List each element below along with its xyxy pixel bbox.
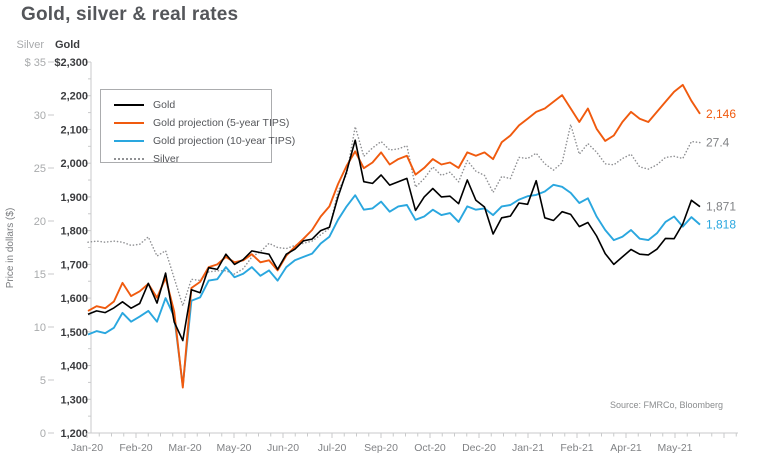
chart-legend: Gold Gold projection (5-year TIPS) Gold pr…	[100, 89, 295, 166]
legend-line-swatch	[114, 139, 144, 142]
silver-axis-label: 15	[34, 269, 46, 281]
legend-item: Gold	[114, 97, 271, 112]
silver-axis-header: Silver	[16, 39, 44, 51]
x-axis-label: May-20	[216, 442, 251, 454]
gold-axis-label: 1,400	[60, 361, 88, 373]
gold-axis-header: Gold	[55, 39, 80, 51]
series-end-label: 1,818	[706, 218, 736, 232]
x-axis-label: Jul-20	[318, 442, 347, 454]
x-axis-label: Sep-20	[364, 442, 398, 454]
gold-axis-label: 2,100	[60, 124, 88, 136]
x-axis-label: Dec-20	[462, 442, 496, 454]
silver-axis-label: 30	[34, 110, 46, 122]
x-axis-label: Jan-21	[512, 442, 544, 454]
legend-line-swatch	[114, 121, 144, 124]
silver-axis-label: 5	[40, 375, 46, 387]
legend-label: Silver	[153, 152, 180, 165]
gold-axis-label: 1,900	[60, 192, 88, 204]
x-axis-label: May-21	[657, 442, 692, 454]
legend-item: Gold projection (5-year TIPS)	[114, 115, 289, 130]
legend-item: Gold projection (10-year TIPS)	[114, 133, 295, 148]
x-axis-label: Jan-20	[71, 442, 103, 454]
gold-axis-label: 1,600	[60, 293, 88, 305]
x-axis-label: Oct-20	[414, 442, 446, 454]
x-axis-label: Mar-20	[168, 442, 201, 454]
x-axis-label: Feb-20	[119, 442, 152, 454]
y-axis-title: Price in dollars ($)	[5, 208, 16, 289]
x-axis-label: Apr-21	[610, 442, 642, 454]
gold-axis-label: 1,500	[60, 327, 88, 339]
series-line-silver	[87, 123, 701, 307]
legend-label: Gold	[153, 98, 176, 111]
legend-label: Gold projection (10-year TIPS)	[153, 134, 296, 147]
gold-axis-label: $2,300	[54, 57, 88, 69]
legend-line-swatch	[114, 103, 144, 106]
chart-title: Gold, silver & real rates	[21, 4, 239, 25]
series-end-label: 1,871	[706, 200, 736, 214]
silver-axis-label: 10	[34, 322, 46, 334]
legend-label: Gold projection (5-year TIPS)	[153, 116, 290, 129]
source-note: Source: FMRCo, Bloomberg	[609, 400, 723, 410]
series-end-label: 27.4	[706, 136, 730, 150]
gold-axis-label: 1,700	[60, 259, 88, 271]
series-line-gold-5y-tips	[87, 83, 701, 389]
legend-item: Silver	[114, 151, 271, 166]
gold-axis-label: 1,300	[60, 394, 88, 406]
gold-axis-label: 1,800	[60, 226, 88, 238]
silver-axis-label: 20	[34, 216, 46, 228]
silver-axis-label: $ 35	[25, 57, 46, 69]
x-axis-label: Jun-20	[267, 442, 299, 454]
series-line-gold	[87, 139, 701, 342]
gold-axis-label: 2,000	[60, 158, 88, 170]
series-end-label: 2,146	[706, 107, 736, 121]
x-axis-label: Feb-21	[560, 442, 593, 454]
silver-axis-label: 0	[40, 428, 46, 440]
silver-axis-label: 25	[34, 163, 46, 175]
gold-axis-label: 2,200	[60, 91, 88, 103]
legend-dotted-line-swatch	[114, 157, 144, 160]
gold-axis-label: 1,200	[60, 428, 88, 440]
